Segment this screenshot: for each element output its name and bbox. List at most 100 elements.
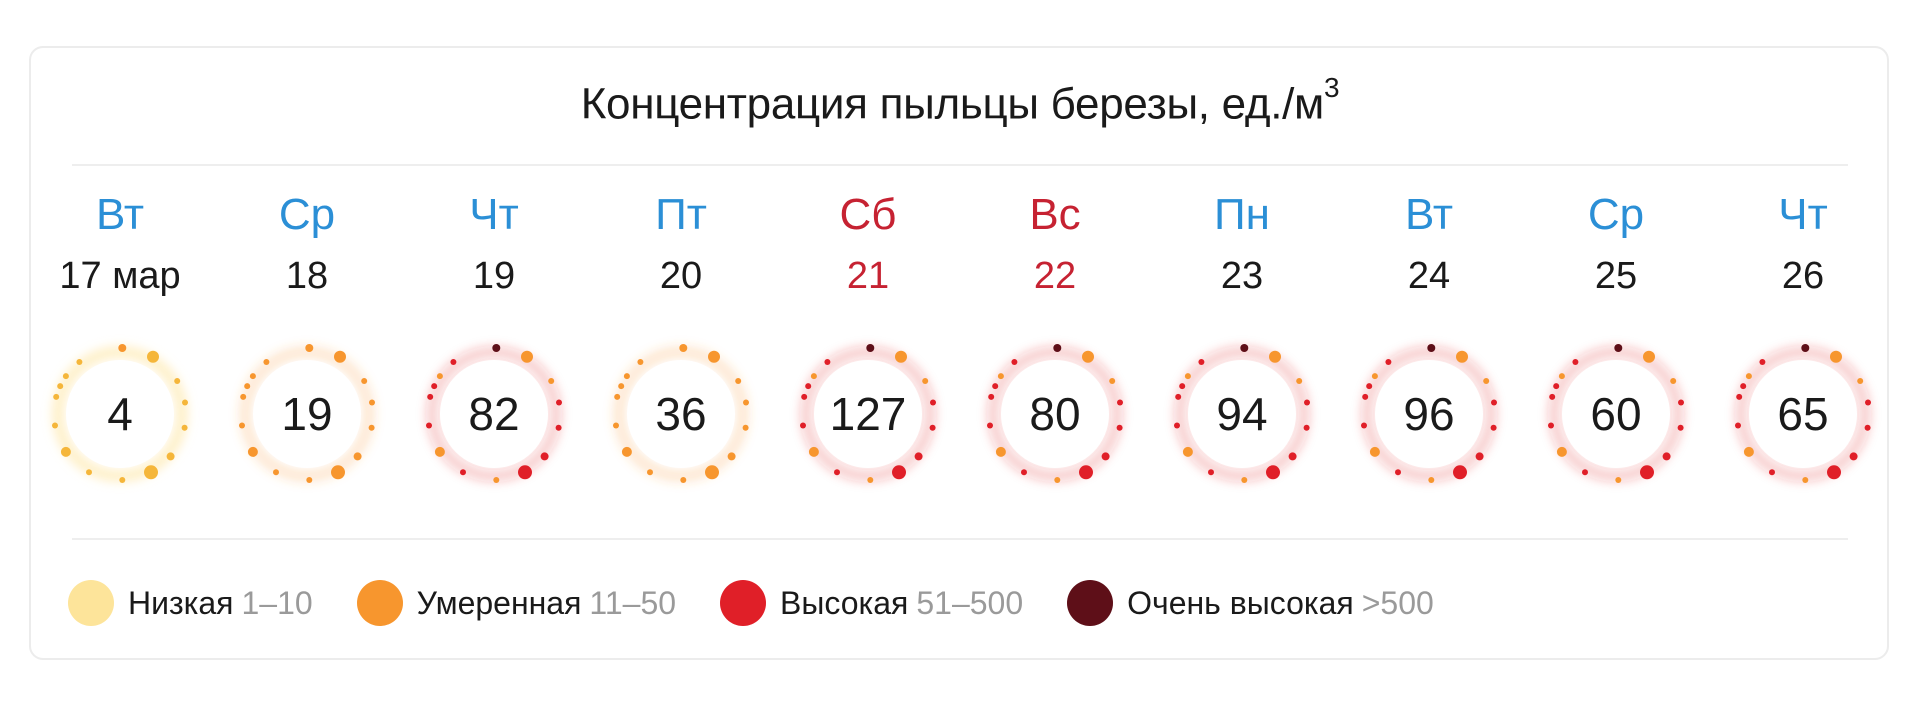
pollen-dot [166, 452, 175, 461]
pollen-dot [997, 373, 1004, 380]
legend-item-very-high: Очень высокая >500 [1067, 580, 1434, 626]
ring-center [1188, 360, 1296, 468]
pollen-dot [368, 424, 375, 431]
ring-center [1001, 360, 1109, 468]
pollen-dot [1109, 378, 1116, 384]
day-of-week: Вт [1404, 190, 1454, 239]
ring-glow [1548, 346, 1684, 482]
pollen-level-ring: 82 [414, 334, 574, 494]
day-of-week: Пт [655, 190, 707, 239]
pollen-dot [1184, 373, 1191, 380]
pollen-level-ring: 60 [1536, 334, 1696, 494]
ring-glow [987, 346, 1123, 482]
pollen-dot [1241, 477, 1248, 483]
pollen-dot [1182, 446, 1193, 457]
ring-graphic [1361, 344, 1497, 483]
pollen-dot [244, 383, 251, 390]
pollen-dot [1117, 399, 1123, 406]
pollen-dot [679, 344, 688, 352]
pollen-dot [1303, 424, 1310, 431]
pollen-dot [427, 393, 434, 400]
day-of-week: Чт [1778, 190, 1828, 239]
pollen-dot [239, 422, 245, 429]
pollen-dot [1769, 469, 1775, 476]
pollen-dot [1490, 424, 1497, 431]
pollen-dot [431, 383, 438, 390]
pollen-dot [705, 465, 719, 480]
pollen-dot [1740, 383, 1747, 390]
pollen-dot [1179, 383, 1186, 390]
pollen-dot [1801, 344, 1810, 352]
ring-glow [426, 346, 562, 482]
day-date: 19 [472, 255, 516, 297]
pollen-dot [1736, 393, 1743, 400]
pollen-dot [743, 399, 749, 406]
pollen-dot [1453, 465, 1467, 480]
pollen-dot [892, 465, 906, 480]
pollen-dot [1427, 344, 1436, 352]
pollen-dot [174, 378, 181, 384]
ring-center [253, 360, 361, 468]
pollen-dot [144, 465, 158, 480]
pollen-dot [76, 359, 83, 365]
pollen-dot [1269, 350, 1281, 363]
pollen-dot [273, 469, 279, 476]
day-of-week: Ср [1587, 190, 1645, 239]
pollen-dot [493, 477, 500, 483]
ring-center [1562, 360, 1670, 468]
pollen-dot [801, 393, 808, 400]
pollen-dot [1662, 452, 1671, 461]
pollen-dot [57, 383, 64, 390]
pollen-dot [988, 393, 995, 400]
day-of-week: Сб [839, 190, 897, 239]
pollen-dot [521, 350, 533, 363]
ring-graphic [613, 344, 749, 483]
pollen-dot [824, 359, 831, 365]
ring-glow [1361, 346, 1497, 482]
pollen-dot [1371, 373, 1378, 380]
pollen-dot [1864, 424, 1871, 431]
pollen-dot [808, 446, 819, 457]
pollen-dot [1054, 477, 1061, 483]
day-date: 26 [1781, 255, 1825, 297]
pollen-dot [1385, 359, 1392, 365]
legend-item-high: Высокая 51–500 [720, 580, 1023, 626]
legend-swatch [68, 580, 114, 626]
day-date: 25 [1594, 255, 1638, 297]
pollen-dot [987, 422, 993, 429]
ring-graphic [52, 344, 188, 483]
pollen-dot [1366, 383, 1373, 390]
ring-graphic [800, 344, 936, 483]
pollen-dot [1849, 452, 1858, 461]
pollen-dot [361, 378, 368, 384]
legend-swatch [720, 580, 767, 626]
day-date: 22 [1033, 255, 1077, 297]
day-date: 17 мар [59, 255, 181, 297]
pollen-dot [742, 424, 749, 431]
pollen-dot [1296, 378, 1303, 384]
day-of-week: Ср [278, 190, 336, 239]
pollen-dot [1745, 373, 1752, 380]
legend-range: 1–10 [241, 584, 313, 621]
bottom-divider [72, 538, 1848, 540]
legend-item-moderate: Умеренная 11–50 [356, 580, 676, 626]
legend-range: 51–500 [916, 584, 1024, 621]
legend-label: Умеренная [416, 584, 582, 621]
pollen-dot [1759, 359, 1766, 365]
pollen-dot [1021, 469, 1027, 476]
pollen-dot [450, 359, 457, 365]
pollen-dot [1079, 465, 1093, 480]
pollen-dot [1677, 424, 1684, 431]
ring-glow [239, 346, 375, 482]
day-date: 23 [1220, 255, 1264, 297]
pollen-level-ring: 4 [40, 334, 200, 494]
pollen-dot [735, 378, 742, 384]
pollen-dot [306, 477, 313, 483]
pollen-dot [914, 452, 923, 461]
pollen-dot [1640, 465, 1654, 480]
pollen-dot [86, 469, 92, 476]
pollen-dot [1830, 350, 1842, 363]
ring-glow [1174, 346, 1310, 482]
pollen-dot [1395, 469, 1401, 476]
ring-graphic [239, 344, 375, 483]
